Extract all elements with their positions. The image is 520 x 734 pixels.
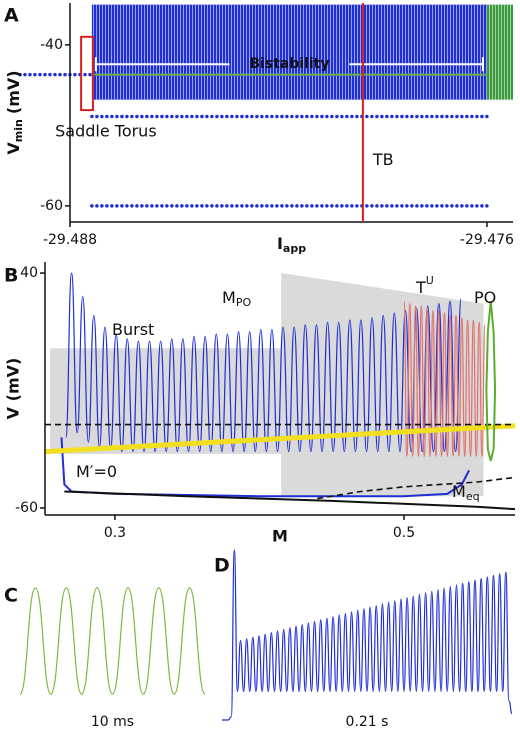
panel-letter: B bbox=[4, 265, 18, 287]
series-line bbox=[403, 300, 486, 457]
annotation-part: M′=0 bbox=[76, 462, 117, 481]
series-line bbox=[222, 549, 513, 721]
x-tick-label: 0.3 bbox=[104, 525, 126, 541]
y-tick-label: -60 bbox=[15, 500, 38, 516]
annotation-part: PO bbox=[474, 288, 496, 307]
annotation-part: U bbox=[426, 274, 434, 287]
series-line bbox=[64, 490, 516, 511]
annotation-part: M bbox=[222, 288, 236, 307]
x-axis-label-part: I bbox=[277, 234, 283, 253]
annotation: TB bbox=[372, 150, 394, 169]
scale-label: 0.21 s bbox=[346, 714, 389, 730]
annotation-part: eq bbox=[466, 490, 480, 503]
annotation: Meq bbox=[452, 482, 480, 504]
y-tick-label: 40 bbox=[20, 265, 38, 281]
y-tick-label: -60 bbox=[40, 198, 63, 214]
annotation-part: T bbox=[415, 278, 426, 297]
annotation: M′=0 bbox=[76, 462, 117, 481]
y-tick-label: -40 bbox=[40, 37, 63, 53]
panel-letter: A bbox=[4, 5, 19, 27]
annotation: TU bbox=[415, 274, 434, 297]
x-axis-label: M bbox=[272, 527, 288, 546]
series-line bbox=[19, 587, 206, 695]
annotation-part: PO bbox=[236, 296, 252, 309]
panel-letter: C bbox=[4, 585, 18, 607]
x-axis-label: Iapp bbox=[277, 234, 306, 256]
annotation-part: M bbox=[452, 482, 466, 501]
y-axis-label-part: V bbox=[4, 142, 23, 155]
x-axis-label-part: app bbox=[283, 242, 306, 255]
y-axis-label: Vmin (mV) bbox=[4, 70, 26, 154]
annotation-box bbox=[80, 35, 94, 112]
annotation: Bistability bbox=[249, 56, 329, 72]
series-line bbox=[44, 423, 516, 455]
scale-label: 10 ms bbox=[91, 714, 134, 730]
y-axis-label-part: min bbox=[12, 119, 25, 142]
panel-letter: D bbox=[214, 555, 230, 577]
annotation: MPO bbox=[222, 288, 251, 310]
band bbox=[50, 273, 484, 497]
annotation: Burst bbox=[112, 320, 154, 339]
y-axis-label: V (mV) bbox=[4, 358, 23, 420]
series-line bbox=[317, 476, 516, 500]
series-line bbox=[485, 301, 497, 462]
series-line bbox=[60, 437, 470, 498]
annotation-part: Burst bbox=[112, 320, 154, 339]
annotation: Saddle Torus bbox=[55, 122, 157, 141]
x-tick-label: -29.476 bbox=[460, 232, 514, 248]
series-line bbox=[65, 272, 462, 453]
x-tick-label: 0.5 bbox=[393, 525, 415, 541]
annotation: PO bbox=[474, 288, 496, 307]
band-hatch bbox=[91, 4, 487, 100]
band-hatch bbox=[486, 4, 513, 100]
x-tick-label: -29.488 bbox=[43, 232, 97, 248]
y-axis-label-part: (mV) bbox=[4, 70, 23, 114]
